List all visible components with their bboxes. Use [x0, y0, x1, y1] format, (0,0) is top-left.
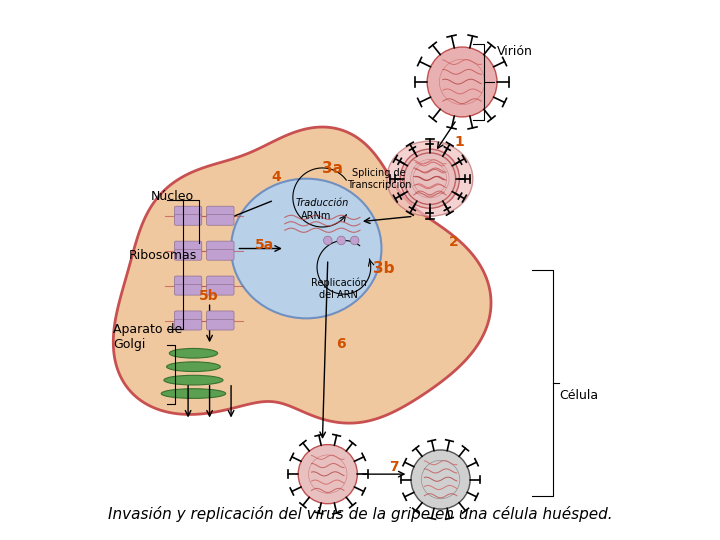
FancyBboxPatch shape: [174, 285, 202, 295]
Ellipse shape: [387, 141, 473, 217]
Circle shape: [309, 455, 347, 494]
Ellipse shape: [161, 389, 225, 399]
FancyBboxPatch shape: [207, 215, 234, 225]
Text: Núcleo: Núcleo: [150, 190, 194, 203]
Text: Splicing de
Transcripción: Splicing de Transcripción: [346, 167, 411, 190]
FancyBboxPatch shape: [174, 215, 202, 225]
Circle shape: [404, 153, 456, 205]
Circle shape: [298, 444, 357, 504]
Text: 5a: 5a: [256, 238, 274, 252]
FancyBboxPatch shape: [174, 320, 202, 330]
Circle shape: [413, 162, 446, 195]
Circle shape: [439, 59, 485, 105]
Text: Aparato de
Golgi: Aparato de Golgi: [113, 323, 182, 351]
Ellipse shape: [231, 179, 382, 319]
Text: Replicación
del ARN: Replicación del ARN: [310, 278, 366, 300]
Circle shape: [323, 236, 332, 245]
Circle shape: [400, 149, 459, 208]
Text: ARNm: ARNm: [301, 211, 331, 221]
Ellipse shape: [166, 362, 220, 372]
FancyBboxPatch shape: [207, 249, 234, 260]
FancyBboxPatch shape: [174, 276, 202, 287]
Circle shape: [410, 159, 449, 198]
Text: 1: 1: [454, 136, 464, 150]
Text: 3a: 3a: [323, 161, 343, 176]
Circle shape: [351, 236, 359, 245]
Text: Virión: Virión: [497, 45, 533, 58]
FancyBboxPatch shape: [207, 241, 234, 252]
Circle shape: [411, 450, 470, 509]
FancyBboxPatch shape: [174, 311, 202, 322]
FancyBboxPatch shape: [174, 241, 202, 252]
Text: 4: 4: [271, 170, 281, 184]
PathPatch shape: [113, 127, 491, 423]
Ellipse shape: [169, 348, 217, 358]
Text: 2: 2: [449, 235, 459, 249]
FancyBboxPatch shape: [174, 206, 202, 217]
Text: Invasión y replicación del virus de la gripe en una célula huésped.: Invasión y replicación del virus de la g…: [108, 507, 612, 523]
Text: Traducción: Traducción: [295, 198, 348, 207]
Ellipse shape: [164, 375, 223, 385]
FancyBboxPatch shape: [207, 276, 234, 287]
Text: 5b: 5b: [199, 288, 218, 302]
FancyBboxPatch shape: [207, 311, 234, 322]
Circle shape: [337, 236, 346, 245]
FancyBboxPatch shape: [207, 285, 234, 295]
Text: Célula: Célula: [559, 389, 598, 402]
FancyBboxPatch shape: [174, 249, 202, 260]
Text: 6: 6: [336, 337, 346, 351]
FancyBboxPatch shape: [207, 320, 234, 330]
Text: 3b: 3b: [374, 261, 395, 276]
Text: 7: 7: [390, 461, 399, 475]
Text: Ribosomas: Ribosomas: [129, 249, 197, 262]
FancyBboxPatch shape: [207, 206, 234, 217]
Circle shape: [421, 460, 460, 499]
Circle shape: [427, 47, 497, 117]
